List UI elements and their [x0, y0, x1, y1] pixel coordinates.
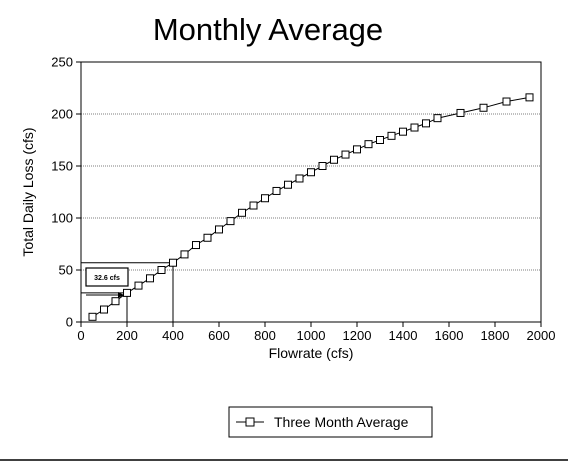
y-ticks: 0 50 100 150 200 250: [51, 55, 81, 330]
data-point: [410, 123, 419, 132]
data-point: [272, 186, 281, 195]
series-line-path: [92, 96, 530, 318]
data-point: [226, 217, 235, 226]
x-tick-label: 800: [254, 328, 276, 343]
annotation-text: 32.6 cfs: [94, 275, 120, 282]
plot-frame: [80, 61, 542, 323]
x-tick-label: 1400: [389, 328, 418, 343]
y-tick-label: 150: [51, 159, 73, 174]
x-tick-label: 0: [77, 328, 84, 343]
y-tick-label: 250: [51, 55, 73, 70]
annotation-box: [85, 267, 129, 287]
series-line: [88, 93, 534, 321]
data-point: [100, 305, 108, 314]
data-point: [203, 233, 212, 242]
data-point: [157, 266, 166, 274]
data-point: [330, 155, 338, 164]
y-tick-label: 200: [51, 107, 73, 122]
x-tick-label: 2000: [527, 328, 556, 343]
y-tick-label: 0: [66, 315, 73, 330]
chart-title: Monthly Average: [153, 12, 383, 47]
data-point: [353, 145, 361, 154]
data-point: [387, 131, 396, 140]
x-tick-label: 600: [208, 328, 230, 343]
data-point: [433, 114, 442, 123]
x-tick-label: 200: [116, 328, 138, 343]
x-axis-label: Flowrate (cfs): [269, 345, 354, 361]
y-tick-label: 50: [59, 263, 73, 278]
data-point: [341, 150, 350, 159]
data-point: [364, 140, 373, 149]
data-point: [169, 258, 177, 267]
data-point: [215, 225, 223, 234]
annotation-arrowhead: [118, 292, 124, 298]
data-point: [376, 136, 384, 144]
data-point: [318, 162, 327, 170]
x-tick-label: 1600: [435, 328, 464, 343]
x-tick-label: 1800: [481, 328, 510, 343]
data-point: [502, 97, 511, 106]
data-point: [295, 174, 304, 183]
data-point: [192, 241, 200, 250]
data-point: [307, 168, 315, 177]
data-point: [88, 312, 97, 321]
data-point: [123, 288, 131, 297]
x-tick-label: 1200: [343, 328, 372, 343]
legend: Three Month Average: [228, 406, 433, 438]
data-point: [284, 180, 292, 189]
x-tick-label: 400: [162, 328, 184, 343]
data-point: [180, 250, 189, 259]
data-point: [111, 297, 120, 306]
grid-lines: [81, 113, 541, 271]
data-point: [525, 93, 534, 102]
annotation: 32.6 cfs: [85, 267, 129, 298]
y-tick-label: 100: [51, 211, 73, 226]
data-point: [146, 274, 154, 283]
data-point: [134, 281, 143, 290]
legend-marker: [245, 417, 255, 427]
x-tick-label: 1000: [297, 328, 326, 343]
data-point: [238, 208, 246, 217]
data-point: [422, 119, 430, 128]
data-point: [456, 108, 465, 117]
legend-label: Three Month Average: [274, 414, 409, 430]
y-axis-label: Total Daily Loss (cfs): [20, 127, 36, 256]
data-point: [261, 194, 269, 203]
x-ticks: 0 200 400 600 800 1000 1200 1400 1600 1800 2000: [77, 322, 555, 343]
data-point: [249, 201, 258, 210]
data-point: [399, 127, 407, 136]
data-point: [479, 103, 488, 112]
